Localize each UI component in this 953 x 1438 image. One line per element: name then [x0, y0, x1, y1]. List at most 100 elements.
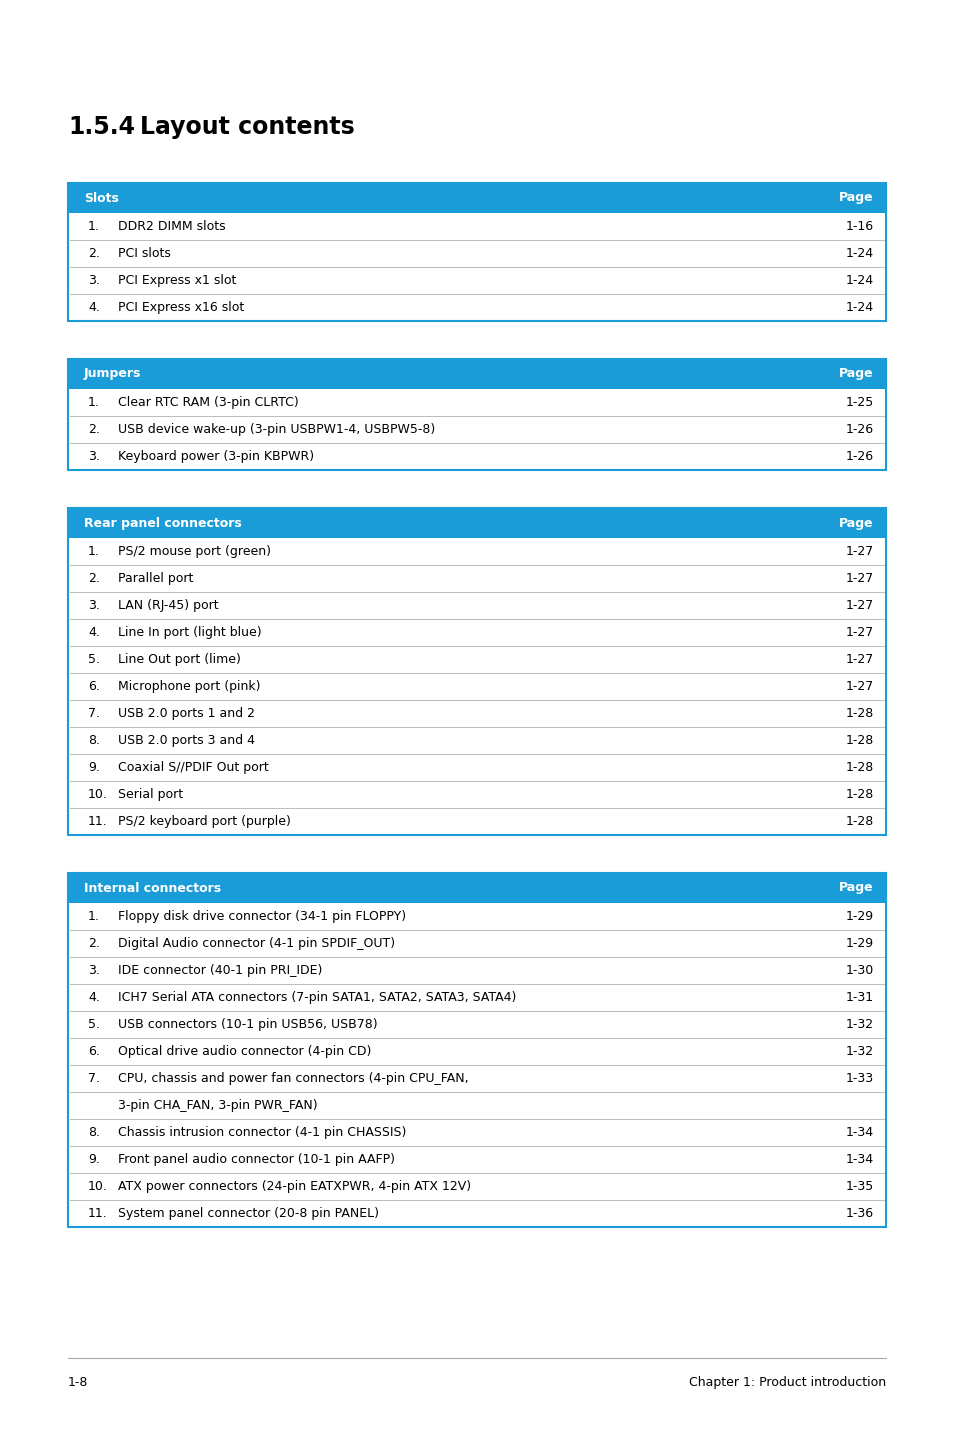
Text: 8.: 8.	[88, 1126, 100, 1139]
Text: 8.: 8.	[88, 733, 100, 746]
Text: 2.: 2.	[88, 247, 100, 260]
Text: 1-32: 1-32	[845, 1045, 873, 1058]
Text: Jumpers: Jumpers	[84, 368, 141, 381]
Text: Slots: Slots	[84, 191, 119, 204]
Bar	[68, 508, 885, 538]
Bar	[68, 873, 885, 903]
Text: USB 2.0 ports 3 and 4: USB 2.0 ports 3 and 4	[118, 733, 254, 746]
Bar	[68, 360, 885, 390]
Text: 1.: 1.	[88, 395, 100, 408]
Text: Clear RTC RAM (3-pin CLRTC): Clear RTC RAM (3-pin CLRTC)	[118, 395, 298, 408]
Text: Internal connectors: Internal connectors	[84, 881, 221, 894]
Text: 1-28: 1-28	[845, 815, 873, 828]
Text: 4.: 4.	[88, 626, 100, 638]
Text: Microphone port (pink): Microphone port (pink)	[118, 680, 260, 693]
Text: 1.: 1.	[88, 910, 100, 923]
Bar	[68, 873, 885, 1227]
Text: 5.: 5.	[88, 1018, 100, 1031]
Text: USB device wake-up (3-pin USBPW1-4, USBPW5-8): USB device wake-up (3-pin USBPW1-4, USBP…	[118, 423, 435, 436]
Text: 1-29: 1-29	[845, 938, 873, 951]
Text: 1-27: 1-27	[845, 626, 873, 638]
Text: Rear panel connectors: Rear panel connectors	[84, 516, 241, 529]
Text: 3-pin CHA_FAN, 3-pin PWR_FAN): 3-pin CHA_FAN, 3-pin PWR_FAN)	[118, 1099, 317, 1112]
Text: Digital Audio connector (4-1 pin SPDIF_OUT): Digital Audio connector (4-1 pin SPDIF_O…	[118, 938, 395, 951]
Text: Line Out port (lime): Line Out port (lime)	[118, 653, 240, 666]
Text: 1-25: 1-25	[845, 395, 873, 408]
Text: 11.: 11.	[88, 815, 108, 828]
Text: Serial port: Serial port	[118, 788, 183, 801]
Text: 6.: 6.	[88, 680, 100, 693]
Text: Keyboard power (3-pin KBPWR): Keyboard power (3-pin KBPWR)	[118, 450, 314, 463]
Text: 10.: 10.	[88, 1181, 108, 1194]
Text: PCI slots: PCI slots	[118, 247, 171, 260]
Text: 1-24: 1-24	[845, 275, 873, 288]
Text: Page: Page	[839, 368, 873, 381]
Text: PCI Express x16 slot: PCI Express x16 slot	[118, 301, 244, 313]
Text: 1-27: 1-27	[845, 545, 873, 558]
Text: 1-27: 1-27	[845, 572, 873, 585]
Text: IDE connector (40-1 pin PRI_IDE): IDE connector (40-1 pin PRI_IDE)	[118, 963, 322, 976]
Text: ICH7 Serial ATA connectors (7-pin SATA1, SATA2, SATA3, SATA4): ICH7 Serial ATA connectors (7-pin SATA1,…	[118, 991, 516, 1004]
Text: Page: Page	[839, 881, 873, 894]
Text: CPU, chassis and power fan connectors (4-pin CPU_FAN,: CPU, chassis and power fan connectors (4…	[118, 1071, 468, 1086]
Text: PCI Express x1 slot: PCI Express x1 slot	[118, 275, 236, 288]
Text: 1-26: 1-26	[845, 450, 873, 463]
Text: System panel connector (20-8 pin PANEL): System panel connector (20-8 pin PANEL)	[118, 1206, 378, 1219]
Text: 3.: 3.	[88, 600, 100, 613]
Text: 1-28: 1-28	[845, 788, 873, 801]
Text: 4.: 4.	[88, 991, 100, 1004]
Text: 2.: 2.	[88, 423, 100, 436]
Text: 6.: 6.	[88, 1045, 100, 1058]
Text: 2.: 2.	[88, 938, 100, 951]
Text: 1-34: 1-34	[845, 1126, 873, 1139]
Text: 9.: 9.	[88, 1153, 100, 1166]
Text: LAN (RJ-45) port: LAN (RJ-45) port	[118, 600, 218, 613]
Text: 1-8: 1-8	[68, 1376, 89, 1389]
Text: Line In port (light blue): Line In port (light blue)	[118, 626, 261, 638]
Text: 1-30: 1-30	[845, 963, 873, 976]
Text: 11.: 11.	[88, 1206, 108, 1219]
Text: PS/2 mouse port (green): PS/2 mouse port (green)	[118, 545, 271, 558]
Text: 1-24: 1-24	[845, 301, 873, 313]
Text: USB connectors (10-1 pin USB56, USB78): USB connectors (10-1 pin USB56, USB78)	[118, 1018, 377, 1031]
Text: Chapter 1: Product introduction: Chapter 1: Product introduction	[688, 1376, 885, 1389]
Text: Chassis intrusion connector (4-1 pin CHASSIS): Chassis intrusion connector (4-1 pin CHA…	[118, 1126, 406, 1139]
Text: 1-28: 1-28	[845, 761, 873, 774]
Text: 1-29: 1-29	[845, 910, 873, 923]
Text: 1-28: 1-28	[845, 733, 873, 746]
Text: 1-36: 1-36	[845, 1206, 873, 1219]
Text: Coaxial S//PDIF Out port: Coaxial S//PDIF Out port	[118, 761, 269, 774]
Text: 10.: 10.	[88, 788, 108, 801]
Text: ATX power connectors (24-pin EATXPWR, 4-pin ATX 12V): ATX power connectors (24-pin EATXPWR, 4-…	[118, 1181, 471, 1194]
Text: 1.: 1.	[88, 545, 100, 558]
Text: 1-35: 1-35	[845, 1181, 873, 1194]
Text: 1-27: 1-27	[845, 680, 873, 693]
Text: 9.: 9.	[88, 761, 100, 774]
Text: USB 2.0 ports 1 and 2: USB 2.0 ports 1 and 2	[118, 707, 254, 720]
Bar	[68, 183, 885, 321]
Text: 1-16: 1-16	[845, 220, 873, 233]
Text: 3.: 3.	[88, 275, 100, 288]
Text: 1-31: 1-31	[845, 991, 873, 1004]
Text: 1-33: 1-33	[845, 1071, 873, 1086]
Text: Parallel port: Parallel port	[118, 572, 193, 585]
Bar	[68, 508, 885, 835]
Text: 1-28: 1-28	[845, 707, 873, 720]
Bar	[68, 360, 885, 470]
Text: DDR2 DIMM slots: DDR2 DIMM slots	[118, 220, 226, 233]
Text: 1-26: 1-26	[845, 423, 873, 436]
Text: 1-32: 1-32	[845, 1018, 873, 1031]
Text: 1.5.4: 1.5.4	[68, 115, 135, 139]
Text: 7.: 7.	[88, 1071, 100, 1086]
Text: Layout contents: Layout contents	[140, 115, 355, 139]
Text: 3.: 3.	[88, 450, 100, 463]
Text: PS/2 keyboard port (purple): PS/2 keyboard port (purple)	[118, 815, 291, 828]
Text: 1-27: 1-27	[845, 653, 873, 666]
Text: 3.: 3.	[88, 963, 100, 976]
Text: Optical drive audio connector (4-pin CD): Optical drive audio connector (4-pin CD)	[118, 1045, 371, 1058]
Text: Page: Page	[839, 191, 873, 204]
Bar	[68, 183, 885, 213]
Text: 5.: 5.	[88, 653, 100, 666]
Text: Page: Page	[839, 516, 873, 529]
Text: 4.: 4.	[88, 301, 100, 313]
